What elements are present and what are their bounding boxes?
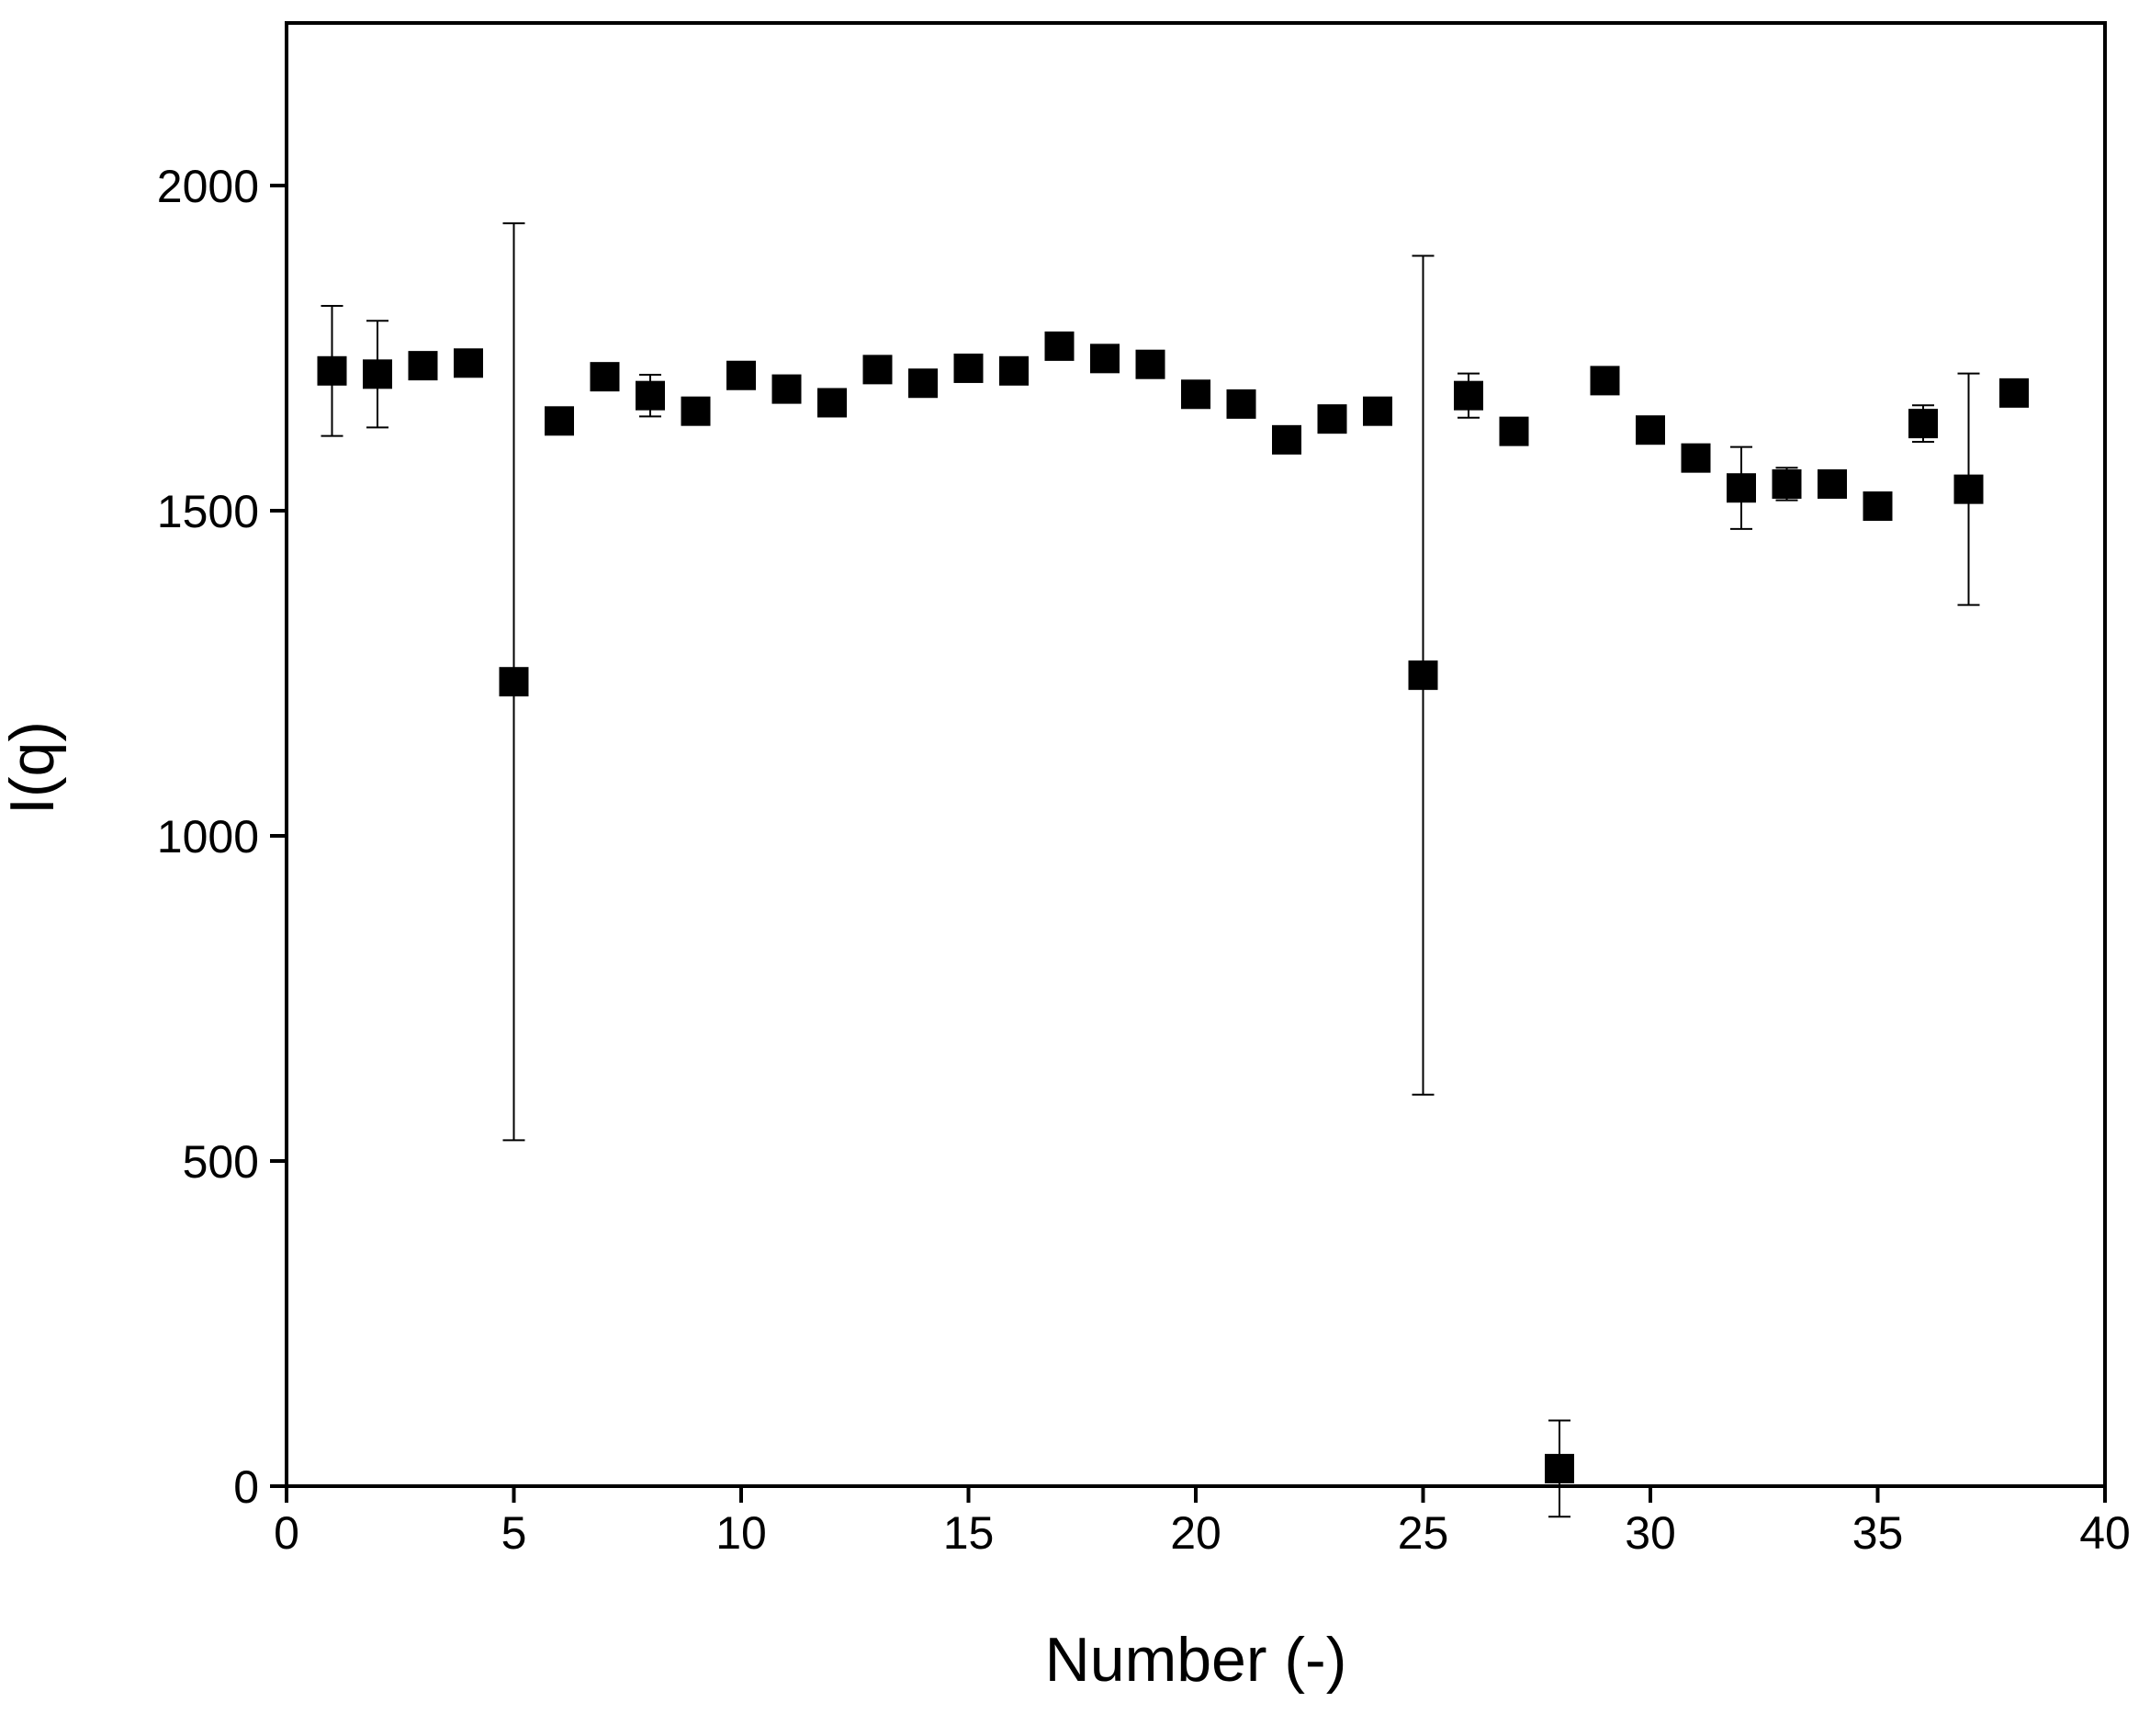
data-point	[1545, 1453, 1574, 1483]
data-point	[1681, 443, 1711, 473]
x-axis-title: Number (-)	[1045, 1625, 1347, 1695]
data-point	[545, 406, 574, 436]
data-point	[1772, 468, 1802, 499]
data-point	[1818, 468, 1847, 499]
data-point	[1181, 379, 1210, 410]
y-tick-label: 500	[183, 1136, 259, 1188]
data-point	[681, 396, 711, 426]
x-tick-label: 0	[274, 1507, 299, 1559]
data-point	[1363, 396, 1392, 426]
data-point	[908, 368, 938, 399]
data-point	[1499, 416, 1529, 446]
data-point	[1272, 424, 1301, 455]
x-tick-label: 10	[715, 1507, 767, 1559]
data-point	[1454, 380, 1483, 411]
data-point	[1226, 389, 1256, 419]
data-point	[817, 388, 847, 418]
x-tick-label: 5	[501, 1507, 527, 1559]
x-tick-label: 30	[1625, 1507, 1676, 1559]
y-tick-label: 2000	[157, 161, 259, 212]
x-tick-label: 20	[1170, 1507, 1221, 1559]
data-point	[363, 359, 392, 389]
x-tick-label: 25	[1398, 1507, 1449, 1559]
data-point	[1590, 366, 1620, 396]
data-point	[590, 362, 620, 392]
data-point	[1999, 378, 2029, 408]
data-point	[771, 374, 802, 404]
y-tick-label: 1500	[157, 486, 259, 537]
data-point	[999, 355, 1029, 386]
data-point	[317, 355, 347, 386]
data-point	[408, 351, 438, 381]
data-point	[953, 353, 984, 383]
data-point	[1908, 409, 1938, 439]
data-point	[862, 355, 893, 385]
data-point	[1044, 331, 1075, 361]
y-tick-label: 0	[233, 1461, 259, 1513]
data-point	[1135, 349, 1165, 379]
data-point	[1636, 415, 1665, 445]
x-tick-label: 40	[2079, 1507, 2131, 1559]
data-point	[1408, 660, 1438, 691]
data-point	[1953, 474, 1984, 504]
data-point	[1090, 344, 1120, 374]
data-point	[1863, 491, 1893, 522]
data-point	[454, 348, 483, 378]
data-point	[1317, 404, 1347, 434]
data-point	[1727, 473, 1756, 503]
x-tick-label: 35	[1852, 1507, 1904, 1559]
data-point	[636, 380, 665, 411]
data-point	[726, 360, 756, 390]
plot-frame	[285, 21, 2107, 1488]
y-tick-label: 1000	[157, 811, 259, 862]
data-point	[499, 667, 529, 697]
y-axis-title: I(q)	[0, 721, 67, 815]
x-tick-label: 15	[943, 1507, 995, 1559]
